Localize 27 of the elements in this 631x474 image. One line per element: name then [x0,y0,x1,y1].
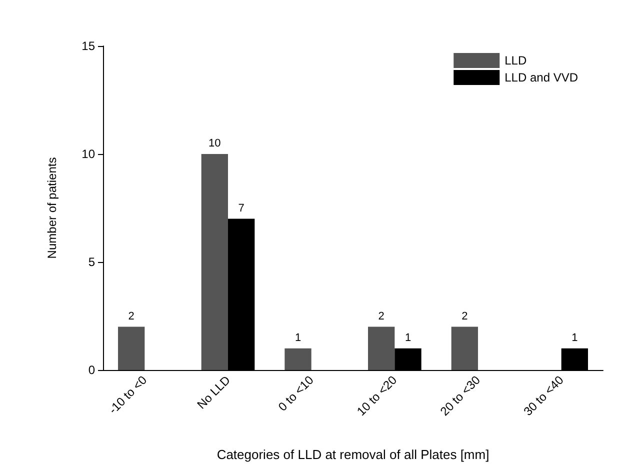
y-tick-label: 10 [82,147,96,161]
x-axis-title: Categories of LLD at removal of all Plates [mm] [216,447,490,462]
x-tick-label: 20 to <30 [437,372,484,419]
bar [284,348,312,370]
bar [201,154,228,370]
bar [118,326,145,370]
data-label: 7 [238,202,244,214]
data-label: 2 [462,310,468,322]
y-tick-label: 0 [88,363,96,377]
data-label: 2 [128,310,134,322]
legend-label: LLD [504,54,527,68]
x-tick-label: 0 to <10 [276,372,317,414]
y-tick-label: 15 [82,39,96,53]
x-tick-label: -10 to <0 [106,372,150,417]
data-label: 1 [572,332,578,344]
x-tick-label: 30 to <40 [520,372,567,419]
data-label: 1 [404,332,412,344]
legend-label: LLD and VVD [504,70,578,84]
x-tick-label: No LLD [194,372,234,412]
y-axis-title: Number of patients [45,157,59,259]
bar [368,326,395,370]
data-label: 2 [378,310,384,322]
data-label: 10 [208,138,221,150]
y-tick-label: 5 [88,255,96,269]
x-tick-label: 10 to <20 [354,372,400,419]
data-label: 1 [294,332,302,344]
bar [451,326,478,370]
